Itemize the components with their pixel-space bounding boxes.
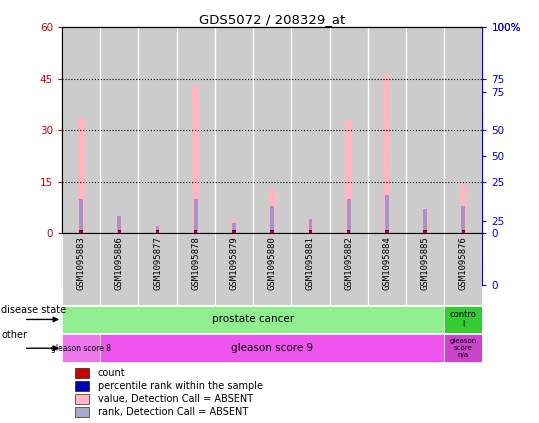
Text: GSM1095881: GSM1095881 <box>306 237 315 291</box>
FancyBboxPatch shape <box>62 335 100 362</box>
Bar <box>100 27 139 233</box>
Bar <box>329 27 368 233</box>
Text: value, Detection Call = ABSENT: value, Detection Call = ABSENT <box>98 394 253 404</box>
Text: contro
l: contro l <box>450 310 476 329</box>
Bar <box>368 27 406 233</box>
Bar <box>78 117 85 233</box>
Bar <box>309 230 312 231</box>
Bar <box>194 199 198 233</box>
Bar <box>385 230 389 231</box>
Bar <box>232 230 236 231</box>
FancyBboxPatch shape <box>100 335 444 362</box>
Bar <box>118 231 121 233</box>
Text: GSM1095883: GSM1095883 <box>77 237 86 291</box>
Text: gleason score 9: gleason score 9 <box>231 343 313 353</box>
Bar <box>444 27 482 233</box>
Bar <box>271 230 274 231</box>
Bar <box>177 27 215 233</box>
Bar <box>194 230 197 231</box>
Bar <box>116 216 123 233</box>
Bar <box>156 226 160 233</box>
FancyBboxPatch shape <box>368 233 406 305</box>
Bar <box>232 231 236 233</box>
FancyBboxPatch shape <box>62 306 444 333</box>
Bar <box>74 368 89 378</box>
Bar <box>62 27 100 233</box>
Bar <box>347 199 350 233</box>
Bar <box>79 230 83 231</box>
Bar <box>156 230 159 231</box>
Text: GSM1095879: GSM1095879 <box>230 237 238 291</box>
Bar <box>308 220 312 233</box>
Text: GSM1095880: GSM1095880 <box>268 237 277 291</box>
Text: other: other <box>1 330 27 340</box>
Bar <box>194 231 197 233</box>
Bar <box>139 27 177 233</box>
FancyBboxPatch shape <box>253 233 291 305</box>
Text: prostate cancer: prostate cancer <box>212 314 294 324</box>
Bar <box>215 27 253 233</box>
FancyBboxPatch shape <box>215 233 253 305</box>
Bar <box>118 216 121 233</box>
FancyBboxPatch shape <box>62 233 100 305</box>
Bar <box>383 75 390 233</box>
Bar <box>231 220 237 233</box>
Bar <box>347 231 350 233</box>
FancyBboxPatch shape <box>406 233 444 305</box>
Title: GDS5072 / 208329_at: GDS5072 / 208329_at <box>199 14 345 26</box>
FancyBboxPatch shape <box>177 233 215 305</box>
Text: GSM1095878: GSM1095878 <box>191 237 201 291</box>
Bar <box>385 231 389 233</box>
Bar <box>423 209 427 233</box>
Bar <box>421 209 429 233</box>
Bar <box>253 27 291 233</box>
Text: gleason
score
n/a: gleason score n/a <box>450 338 477 358</box>
Text: disease state: disease state <box>1 305 66 315</box>
FancyBboxPatch shape <box>444 306 482 333</box>
Text: GSM1095885: GSM1095885 <box>420 237 430 291</box>
Bar <box>347 230 350 231</box>
Bar <box>423 231 427 233</box>
Bar <box>269 189 275 233</box>
Bar <box>118 230 121 231</box>
FancyBboxPatch shape <box>291 233 329 305</box>
Text: count: count <box>98 368 126 378</box>
Bar <box>385 195 389 233</box>
Bar <box>154 226 161 233</box>
Text: GSM1095876: GSM1095876 <box>459 237 468 291</box>
Bar <box>74 394 89 404</box>
Bar <box>232 223 236 233</box>
Bar <box>271 231 274 233</box>
Bar <box>423 230 427 231</box>
Text: gleason score 8: gleason score 8 <box>51 344 111 353</box>
Bar <box>460 185 467 233</box>
Bar <box>270 206 274 233</box>
Text: GSM1095882: GSM1095882 <box>344 237 353 291</box>
Text: percentile rank within the sample: percentile rank within the sample <box>98 381 262 391</box>
Bar <box>79 231 83 233</box>
FancyBboxPatch shape <box>329 233 368 305</box>
Text: GSM1095877: GSM1095877 <box>153 237 162 291</box>
Bar <box>309 231 312 233</box>
Text: GSM1095884: GSM1095884 <box>382 237 391 291</box>
Bar <box>406 27 444 233</box>
FancyBboxPatch shape <box>100 233 139 305</box>
Bar <box>156 231 159 233</box>
Bar <box>461 206 465 233</box>
Text: rank, Detection Call = ABSENT: rank, Detection Call = ABSENT <box>98 407 248 417</box>
Bar <box>74 407 89 417</box>
Bar <box>307 220 314 233</box>
Text: GSM1095886: GSM1095886 <box>115 237 124 291</box>
Bar <box>79 199 83 233</box>
Bar <box>291 27 329 233</box>
Bar <box>461 230 465 231</box>
FancyBboxPatch shape <box>444 233 482 305</box>
Bar <box>192 86 199 233</box>
FancyBboxPatch shape <box>139 233 177 305</box>
Bar <box>345 120 352 233</box>
Bar <box>461 231 465 233</box>
Bar <box>74 381 89 391</box>
FancyBboxPatch shape <box>444 335 482 362</box>
